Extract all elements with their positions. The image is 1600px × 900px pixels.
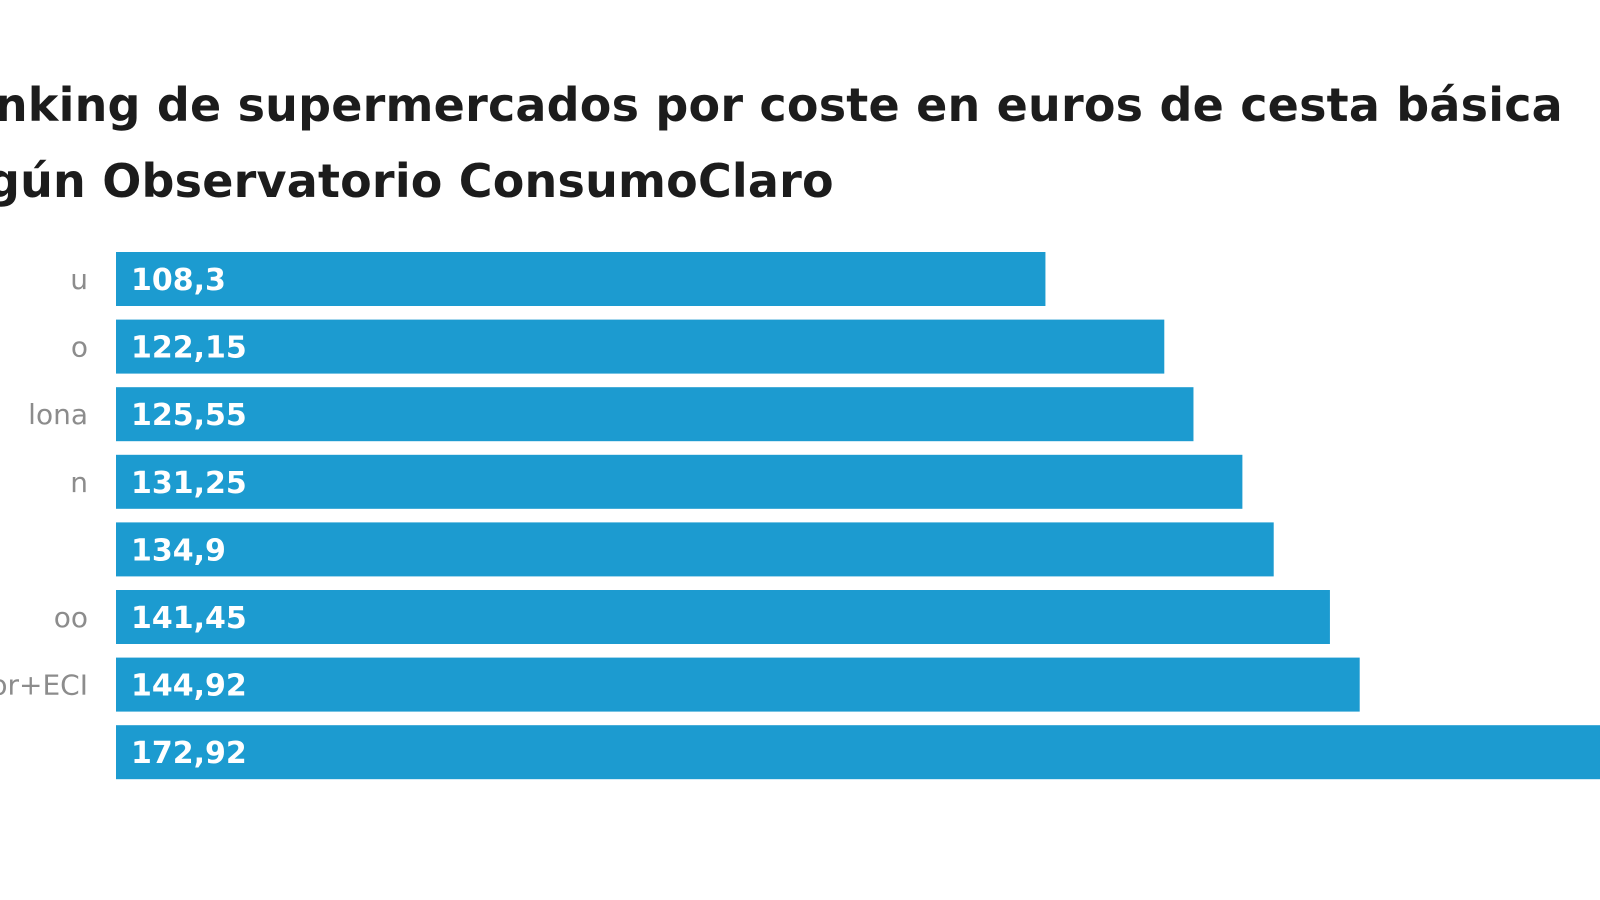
category-label: o [71, 331, 88, 364]
chart-title: Ranking de supermercados por coste en eu… [0, 78, 1563, 132]
chart-title-block: Ranking de supermercados por coste en eu… [0, 72, 1600, 222]
bar-value-label: 131,25 [131, 466, 247, 501]
bar-8 [116, 725, 1600, 780]
bar-5 [116, 522, 1274, 577]
bar-2 [116, 319, 1165, 374]
bar-value-label: 108,3 [131, 263, 226, 298]
category-label: oo [54, 601, 88, 634]
bar-value-label: 125,55 [131, 398, 247, 433]
bar-6 [116, 590, 1330, 644]
bar-value-label: 144,92 [131, 669, 247, 704]
bar-value-label: 141,45 [131, 601, 247, 636]
bar-1 [116, 252, 1046, 306]
category-label: n [70, 466, 88, 499]
bar-value-label: 134,9 [131, 533, 226, 568]
bar-3 [116, 387, 1194, 442]
category-label: or+ECI [0, 669, 88, 702]
bar-4 [116, 454, 1243, 509]
category-label: u [70, 263, 88, 296]
chart-subtitle: según Observatorio ConsumoClaro [0, 154, 834, 208]
bar-value-label: 172,92 [131, 736, 247, 771]
bar-value-label: 122,15 [131, 331, 247, 366]
category-label: lona [28, 398, 88, 431]
bar-7 [116, 657, 1360, 712]
